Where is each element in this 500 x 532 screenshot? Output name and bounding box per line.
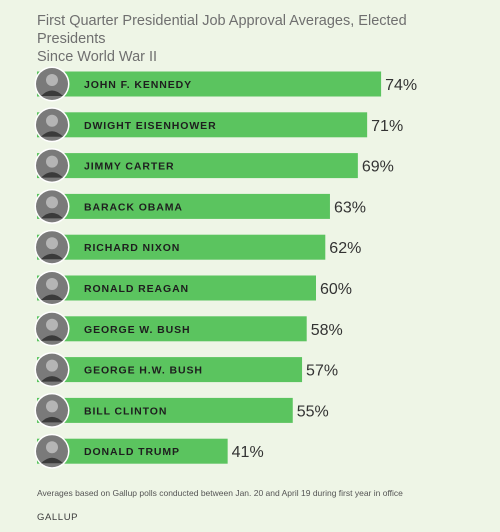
avatar-shoulders-icon (41, 212, 63, 219)
bar-label: DONALD TRUMP (84, 446, 180, 458)
avatar-shoulders-icon (41, 294, 63, 300)
avatar-shoulders-icon (41, 131, 63, 137)
bar-label: RICHARD NIXON (84, 242, 180, 254)
avatar-head-icon (46, 400, 58, 413)
avatar-shoulders-icon (41, 335, 63, 341)
footnote: Averages based on Gallup polls conducted… (37, 488, 403, 498)
avatar-shoulders-icon (41, 376, 63, 382)
value-label: 57% (306, 363, 338, 380)
bar (37, 71, 382, 97)
bar (37, 397, 293, 423)
bar (37, 112, 368, 138)
value-label: 63% (334, 199, 366, 216)
avatar-shoulders-icon (41, 416, 63, 423)
avatar-head-icon (46, 155, 58, 168)
avatar-head-icon (46, 278, 58, 290)
value-label: 58% (311, 322, 343, 339)
avatar-head-icon (46, 318, 58, 331)
brand-logo-text: GALLUP (37, 512, 79, 523)
bar-label: DWIGHT EISENHOWER (84, 120, 217, 132)
chart-title: First Quarter Presidential Job Approval … (37, 13, 407, 65)
value-label: 74% (385, 77, 417, 94)
bar-label: GEORGE H.W. BUSH (84, 365, 203, 377)
bar-label: BARACK OBAMA (84, 201, 183, 213)
avatar-head-icon (46, 237, 58, 250)
avatar-shoulders-icon (41, 90, 63, 96)
bar-label: GEORGE W. BUSH (84, 324, 191, 336)
bar (37, 153, 358, 179)
avatar-head-icon (46, 74, 58, 86)
avatar-head-icon (46, 359, 58, 372)
value-label: 69% (362, 159, 394, 176)
avatar-shoulders-icon (41, 253, 63, 260)
avatar-head-icon (46, 114, 58, 127)
bar (37, 357, 303, 383)
bar-label: RONALD REAGAN (84, 283, 189, 295)
bar (37, 193, 330, 219)
avatar-head-icon (46, 441, 58, 454)
avatar-shoulders-icon (41, 457, 63, 464)
value-label: 60% (320, 281, 352, 298)
bar-label: BILL CLINTON (84, 405, 167, 417)
value-label: 41% (232, 444, 264, 461)
value-label: 62% (329, 240, 361, 257)
avatar-head-icon (46, 196, 58, 209)
value-label: 55% (297, 403, 329, 420)
bar-label: JOHN F. KENNEDY (84, 79, 192, 91)
value-label: 71% (371, 118, 403, 135)
bar (37, 234, 326, 260)
bar (37, 275, 316, 301)
avatar-shoulders-icon (41, 172, 63, 178)
bar (37, 316, 307, 342)
bar-label: JIMMY CARTER (84, 161, 175, 173)
